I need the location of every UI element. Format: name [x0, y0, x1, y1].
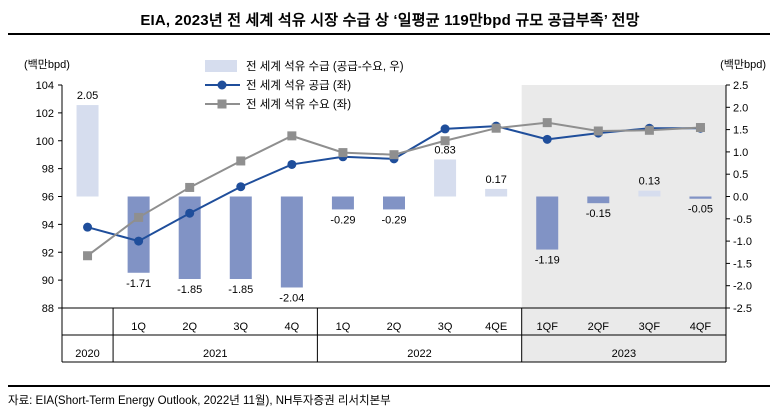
balance-bar — [127, 196, 150, 273]
bar-value-label: 0.17 — [485, 174, 506, 186]
balance-bar — [689, 196, 712, 199]
right-axis-tick-label: -1.0 — [733, 236, 752, 248]
quarter-label: 3Q — [438, 321, 453, 333]
quarter-label: 2QF — [588, 321, 610, 333]
supply-marker — [287, 159, 297, 169]
year-label: 2022 — [407, 348, 431, 360]
year-label: 2020 — [75, 348, 99, 360]
supply-marker — [134, 236, 144, 246]
supply-marker — [83, 222, 93, 232]
left-axis-tick-label: 104 — [36, 80, 54, 92]
title-divider — [8, 33, 770, 35]
demand-marker — [185, 182, 195, 192]
balance-bar — [383, 196, 405, 210]
supply-marker — [440, 124, 450, 134]
balance-bar — [76, 105, 99, 197]
demand-marker — [644, 125, 654, 135]
bar-value-label: -0.29 — [330, 214, 355, 226]
left-axis-unit: (백만bpd) — [24, 58, 70, 71]
quarter-label: 1Q — [131, 321, 146, 333]
bar-value-label: 0.13 — [639, 176, 660, 188]
legend-supply-marker — [217, 80, 227, 90]
quarter-label: 2Q — [182, 321, 197, 333]
right-axis-tick-label: 2.0 — [733, 102, 748, 114]
left-axis-tick-label: 88 — [42, 303, 54, 315]
quarter-label: 3Q — [233, 321, 248, 333]
right-axis-tick-label: 1.0 — [733, 147, 748, 159]
right-axis-tick-label: -2.5 — [733, 303, 752, 315]
bar-value-label: -2.04 — [279, 292, 304, 304]
quarter-label: 2Q — [387, 321, 402, 333]
right-axis-tick-label: -1.5 — [733, 258, 752, 270]
demand-marker — [389, 150, 399, 160]
demand-marker — [338, 148, 348, 158]
left-axis-tick-label: 96 — [42, 192, 54, 204]
left-axis-tick-label: 90 — [42, 275, 54, 287]
right-axis-unit: (백만bpd) — [720, 58, 766, 71]
quarter-label: 4Q — [285, 321, 300, 333]
balance-bar — [485, 188, 508, 197]
left-axis-tick-label: 102 — [36, 108, 54, 120]
left-axis-tick-label: 92 — [42, 247, 54, 259]
demand-marker — [695, 123, 705, 133]
bar-value-label: -1.85 — [177, 284, 202, 296]
bar-value-label: -1.85 — [228, 284, 253, 296]
chart-title: EIA, 2023년 전 세계 석유 시장 수급 상 ‘일평균 119만bpd … — [140, 12, 640, 29]
legend-label-supply: 전 세계 석유 공급 (좌) — [246, 79, 351, 92]
demand-marker — [491, 123, 501, 133]
right-axis-tick-label: 2.5 — [733, 80, 748, 92]
supply-marker — [185, 208, 195, 218]
demand-marker — [542, 118, 552, 128]
quarter-label: 4QF — [690, 321, 712, 333]
demand-marker — [593, 126, 603, 136]
quarter-label: 1Q — [336, 321, 351, 333]
balance-bar — [280, 196, 303, 288]
chart-canvas: 88 90 92 94 96 98 100 102 104 -2.5 -2.0 -1.5 -1.0 -0.… — [24, 58, 766, 363]
bar-value-label: -1.19 — [535, 255, 560, 267]
right-axis-tick-label: 0.5 — [733, 169, 748, 181]
balance-bar — [638, 190, 661, 197]
bar-value-label: -1.71 — [126, 278, 151, 290]
demand-marker — [287, 131, 297, 141]
supply-marker — [542, 134, 552, 144]
source-note: 자료: EIA(Short-Term Energy Outlook, 2022년… — [8, 395, 391, 407]
supply-marker — [236, 182, 246, 192]
demand-marker — [440, 136, 450, 146]
bar-value-label: -0.15 — [586, 208, 611, 220]
bar-value-label: -0.29 — [381, 214, 406, 226]
right-axis-tick-label: 1.5 — [733, 125, 748, 137]
demand-marker — [236, 156, 246, 166]
balance-bar — [536, 196, 559, 250]
demand-marker — [134, 212, 144, 222]
year-label: 2023 — [612, 348, 636, 360]
quarter-label: 4QE — [485, 321, 507, 333]
left-axis-tick-label: 94 — [42, 219, 54, 231]
legend-balance-swatch — [205, 60, 237, 72]
left-axis-tick-label: 98 — [42, 164, 54, 176]
right-axis-tick-label: -0.5 — [733, 214, 752, 226]
balance-bar — [229, 196, 252, 280]
year-label: 2021 — [203, 348, 227, 360]
bar-value-label: 2.05 — [77, 90, 98, 102]
right-axis-tick-label: 0.0 — [733, 192, 748, 204]
bar-value-label: -0.05 — [688, 204, 713, 216]
legend-label-balance: 전 세계 석유 수급 (공급-수요, 우) — [246, 60, 404, 73]
legend-demand-marker — [217, 99, 227, 109]
legend-label-demand: 전 세계 석유 수요 (좌) — [246, 98, 351, 111]
left-axis-tick-label: 100 — [36, 136, 54, 148]
balance-bar — [587, 196, 610, 204]
quarter-label: 3QF — [639, 321, 661, 333]
quarter-label: 1QF — [537, 321, 559, 333]
right-axis-tick-label: -2.0 — [733, 281, 752, 293]
footer-divider — [8, 385, 770, 387]
balance-bar — [331, 196, 354, 210]
bar-value-label: 0.83 — [434, 144, 455, 156]
balance-bar — [434, 159, 457, 197]
demand-marker — [83, 251, 93, 261]
